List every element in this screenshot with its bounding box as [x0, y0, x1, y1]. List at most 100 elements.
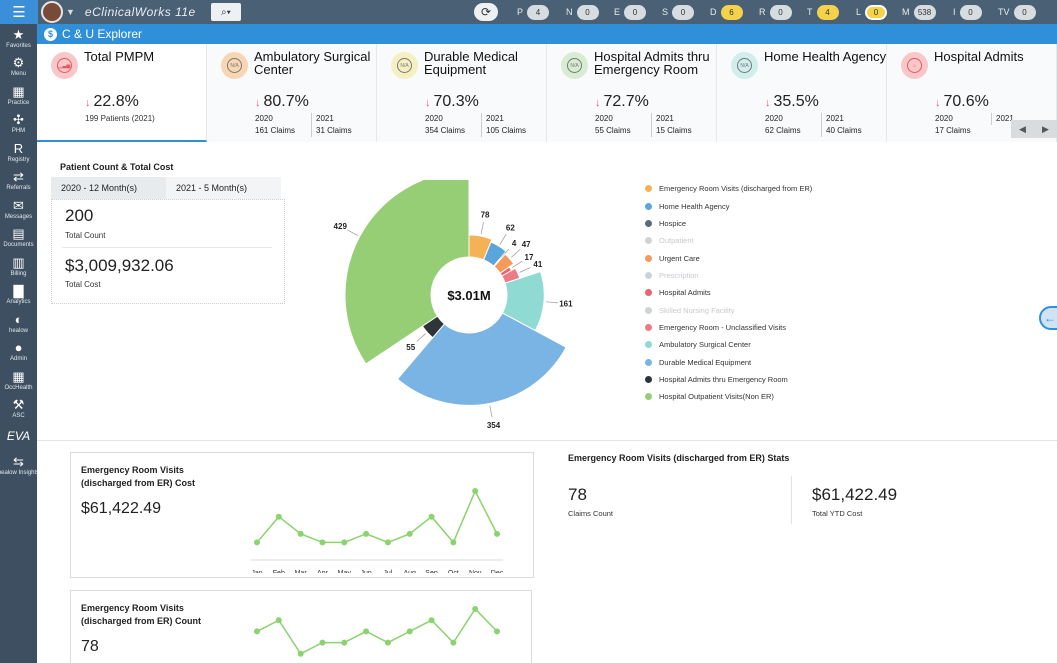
line-point[interactable] [254, 628, 260, 635]
legend-item[interactable]: Durable Medical Equipment [645, 353, 812, 370]
legend-swatch [645, 237, 652, 245]
legend-item[interactable]: Skilled Nursing Facility [645, 301, 812, 318]
line-point[interactable] [428, 617, 435, 624]
arrow-left-icon[interactable]: ◀ [1019, 123, 1026, 134]
healow-insights-icon: ⇆ [13, 454, 24, 470]
sidebar-item-registry[interactable]: R Registry [0, 138, 37, 167]
sidebar-item-favorites[interactable]: ★ Favorites [0, 24, 37, 53]
patient-lookup-button[interactable]: ⌕▾ [210, 3, 241, 21]
line-point[interactable] [384, 539, 391, 546]
legend-item[interactable]: Emergency Room - Unclassified Visits [645, 319, 812, 336]
healow-icon: ◐ [14, 311, 23, 327]
line-point[interactable] [341, 539, 348, 546]
sidebar-item-phm[interactable]: ✣ PHM [0, 110, 37, 139]
counter-badge: 0 [672, 4, 695, 20]
kpi-row: ▁▃▅ Total PMPM ↓ 22.8% 199 Patients (2021) N/… [37, 44, 1057, 142]
legend-item[interactable]: Hospital Admits thru Emergency Room [645, 371, 812, 388]
sidebar-item-menu[interactable]: ⚙ Menu [0, 53, 37, 82]
line-point[interactable] [428, 513, 435, 520]
arrow-down-icon: ↓ [255, 97, 261, 109]
line-point[interactable] [341, 639, 348, 646]
donut-slice[interactable] [396, 312, 567, 406]
sidebar-item-healow[interactable]: ◐ healow [0, 309, 37, 338]
line-point[interactable] [319, 539, 326, 546]
er-count-title: Emergency Room Visits (discharged from E… [81, 603, 202, 626]
sidebar-item-analytics[interactable]: ▇ Analytics [0, 281, 37, 310]
donut-value-label: 62 [506, 223, 515, 232]
legend-item[interactable]: Home Health Agency [645, 197, 812, 214]
kpi-year: 2021 [656, 114, 674, 123]
line-point[interactable] [254, 539, 260, 546]
refresh-icon[interactable]: ⟳ [474, 3, 498, 21]
kpi-percent: ↓ 70.3% [425, 93, 479, 111]
sidebar-item-label: healow [8, 327, 28, 334]
kpi-tile[interactable]: ⌂ Hospital Admits ↓ 70.6% 2020 17 Claims 2021 [887, 44, 1057, 142]
sidebar-item-healow-insights[interactable]: ⇆ healow Insights [0, 452, 39, 481]
line-point[interactable] [406, 530, 413, 537]
line-point[interactable] [363, 628, 370, 635]
arrow-right-icon[interactable]: ▶ [1042, 123, 1049, 134]
kpi-percent: ↓ 72.7% [595, 93, 649, 111]
legend-item[interactable]: Prescription [645, 267, 812, 284]
line-point[interactable] [472, 606, 479, 612]
legend-item[interactable]: Hospital Admits [645, 284, 812, 301]
chevron-down-icon[interactable]: ▼ [66, 7, 75, 17]
legend-item[interactable]: Hospital Outpatient Visits(Non ER) [645, 388, 812, 405]
sidebar-item-eva[interactable]: EVA [0, 423, 37, 452]
kpi-tile[interactable]: N/A Durable Medical Equipment ↓ 70.3% 2020 35… [377, 44, 547, 142]
line-point[interactable] [384, 639, 391, 646]
kpi-tile[interactable]: N/A Hospital Admits thru Emergency Room ↓ 7… [547, 44, 717, 142]
sidebar-item-label: Referrals [6, 185, 31, 192]
line-point[interactable] [494, 530, 500, 537]
counter-letter: M [902, 7, 910, 17]
sidebar-item-admin[interactable]: ● Admin [0, 338, 37, 367]
sidebar-item-occhealth[interactable]: ▦ OccHealth [0, 366, 37, 395]
hamburger-menu-icon[interactable]: ☰ [0, 0, 38, 24]
tab-2021[interactable]: 2021 - 5 Month(s) [176, 183, 248, 193]
sidebar-item-messages[interactable]: ✉ Messages [0, 195, 37, 224]
line-point[interactable] [450, 539, 457, 546]
line-point[interactable] [297, 530, 304, 537]
sidebar-item-practice[interactable]: ▦ Practice [0, 81, 37, 110]
sidebar-item-billing[interactable]: ▥ Billing [0, 252, 37, 281]
legend-item[interactable]: Ambulatory Surgical Center [645, 336, 812, 353]
sidebar-item-label: ASC [12, 413, 25, 420]
claims-count-label: Claims Count [568, 509, 614, 518]
line-point[interactable] [406, 628, 413, 635]
tab-2020[interactable]: 2020 - 12 Month(s) [51, 177, 166, 199]
legend-item[interactable]: Emergency Room Visits (discharged from E… [645, 180, 812, 197]
counter-tv[interactable]: TV 0 [998, 4, 1036, 20]
arrow-left-icon[interactable]: ← [1039, 306, 1057, 330]
legend-item[interactable]: Outpatient [645, 232, 812, 249]
line-point[interactable] [275, 617, 282, 624]
kpi-tile[interactable]: ▁▃▅ Total PMPM ↓ 22.8% 199 Patients (2021) [37, 44, 207, 142]
er-cost-value: $61,422.49 [81, 500, 162, 517]
line-point[interactable] [450, 639, 457, 646]
line-point[interactable] [319, 639, 326, 646]
legend-item[interactable]: Urgent Care [645, 249, 812, 266]
donut-slice[interactable] [344, 180, 470, 365]
counter-m[interactable]: M 538 [902, 4, 936, 20]
line-point[interactable] [472, 488, 479, 494]
sidebar-item-documents[interactable]: ▤ Documents [0, 224, 37, 253]
line-point[interactable] [297, 650, 304, 657]
avatar[interactable] [41, 1, 63, 23]
kpi-icon-glyph: N/A [567, 58, 582, 73]
sidebar-item-asc[interactable]: ⚒ ASC [0, 395, 37, 424]
sidebar-item-referrals[interactable]: ⇄ Referrals [0, 167, 37, 196]
legend-item[interactable]: Hospice [645, 215, 812, 232]
line-point[interactable] [494, 628, 500, 635]
line-point[interactable] [363, 530, 370, 537]
kpi-tile[interactable]: N/A Home Health Agency ↓ 35.5% 2020 62 Claims… [717, 44, 887, 142]
kpi-tile[interactable]: N/A Ambulatory Surgical Center ↓ 80.7% 2020 1… [207, 44, 377, 142]
line-point[interactable] [275, 513, 282, 520]
